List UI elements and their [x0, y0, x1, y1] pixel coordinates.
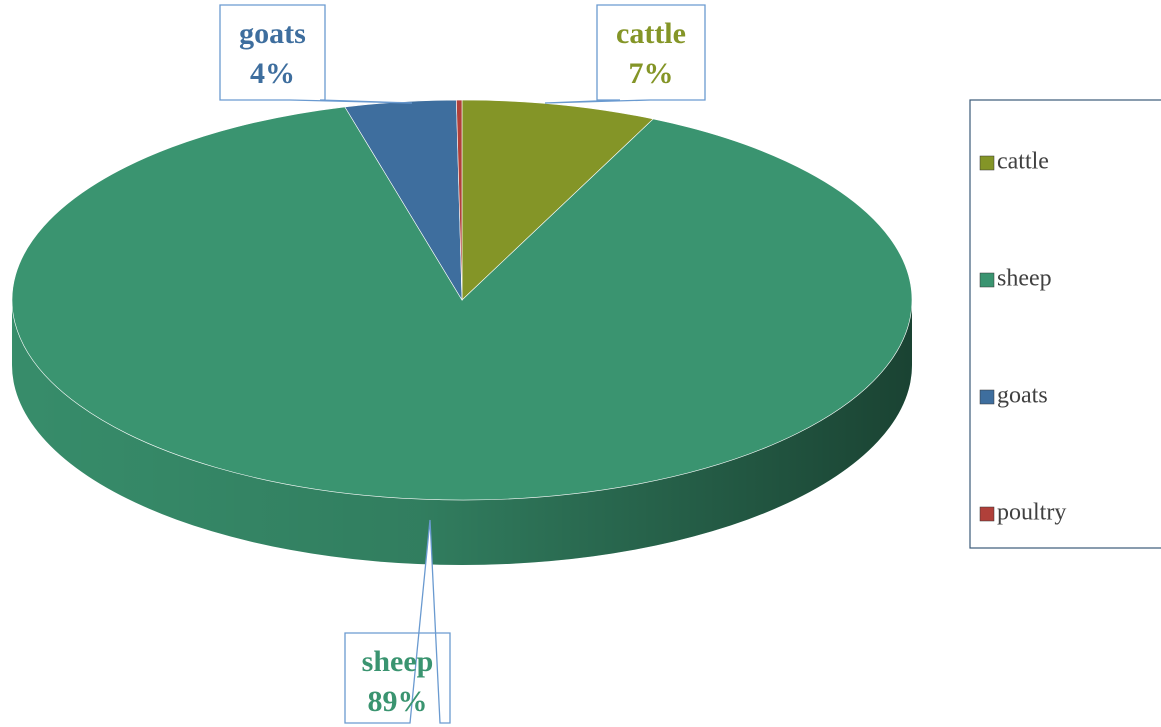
data-label: 7%	[629, 57, 674, 90]
data-labels: cattle 7% sheep 89% goats 4%	[219, 4, 706, 724]
legend-swatch	[979, 506, 995, 522]
legend-swatch	[979, 389, 995, 405]
label-callout	[344, 519, 451, 724]
data-label-name: sheep	[362, 645, 434, 678]
legend: cattle sheep goats poultry	[979, 149, 1066, 526]
label-callout	[544, 4, 706, 104]
slice-side-shade	[12, 300, 912, 565]
slice	[456, 99, 463, 301]
legend-label: goats	[997, 383, 1048, 409]
slice	[461, 99, 654, 301]
legend-label: sheep	[997, 266, 1052, 292]
slice	[11, 106, 913, 501]
legend-swatch	[979, 155, 995, 171]
data-label: 89%	[368, 685, 428, 718]
label-callout	[219, 4, 413, 104]
legend-swatch	[979, 272, 995, 288]
legend-box	[969, 99, 1161, 549]
data-label: 4%	[250, 57, 295, 90]
pie	[11, 99, 913, 565]
legend-label: poultry	[997, 500, 1066, 526]
data-label-name: goats	[239, 17, 306, 50]
legend-label: cattle	[997, 149, 1049, 175]
data-label-name: cattle	[616, 17, 686, 50]
